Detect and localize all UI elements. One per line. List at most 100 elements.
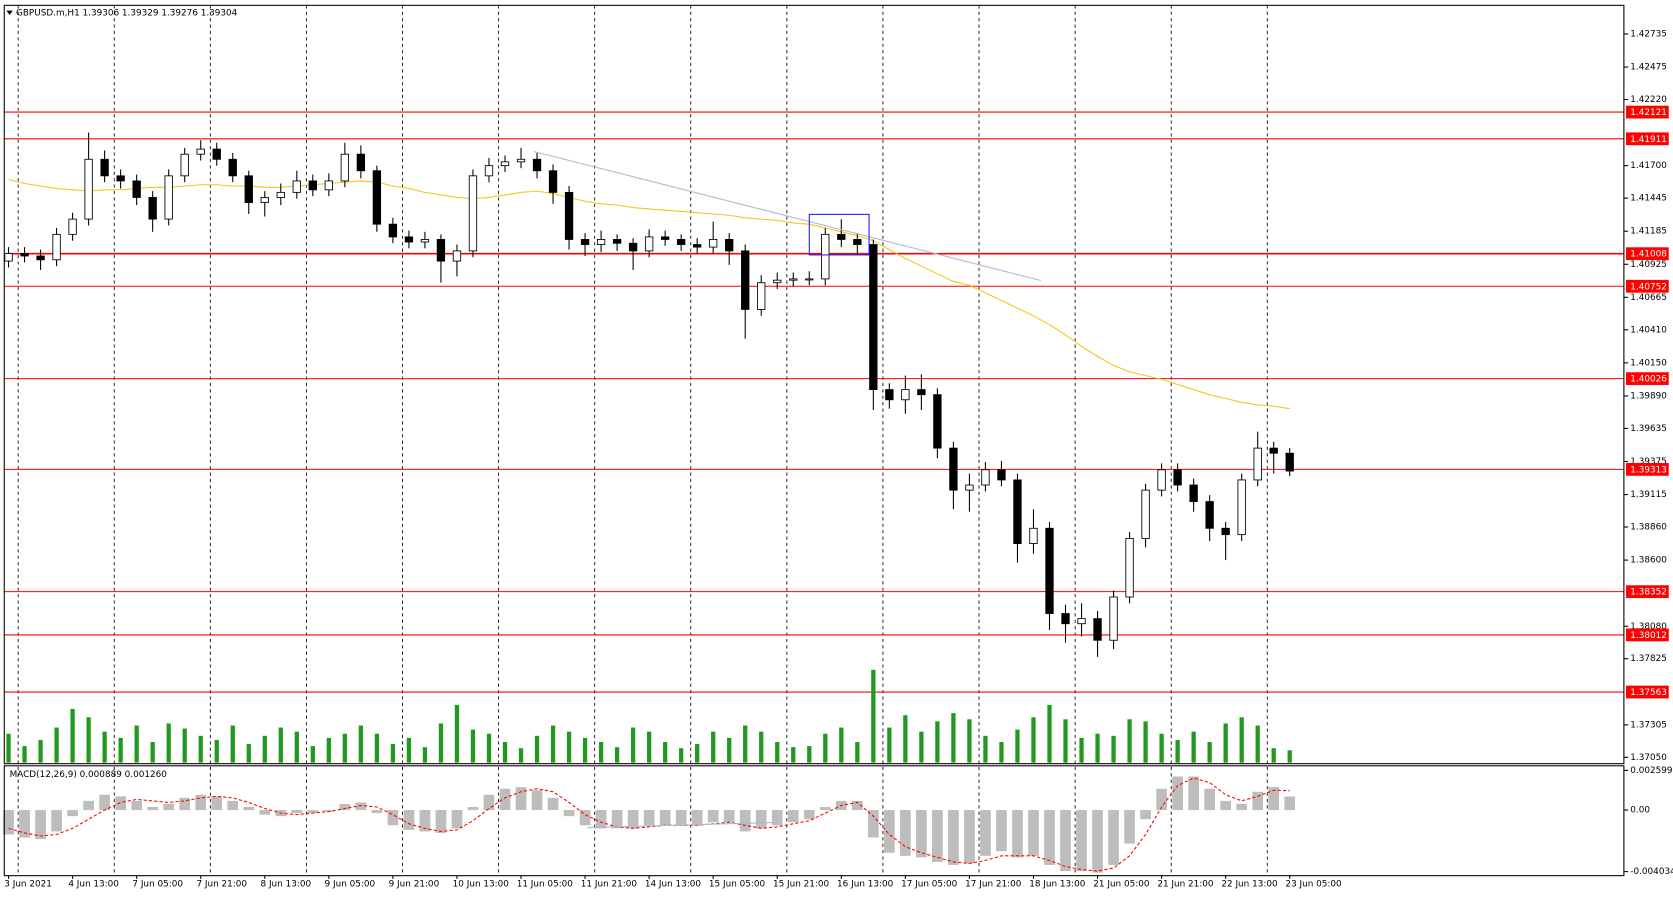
x-tick-label: 3 Jun 2021 bbox=[4, 880, 52, 890]
candle-body bbox=[612, 239, 622, 244]
macd-bar bbox=[307, 810, 319, 814]
volume-bar bbox=[887, 727, 892, 763]
candle-body bbox=[436, 239, 446, 262]
candle-body bbox=[757, 282, 766, 310]
volume-bar bbox=[262, 735, 267, 763]
volume-bar bbox=[999, 741, 1004, 763]
volume-bar bbox=[903, 715, 908, 763]
macd-bar bbox=[403, 810, 415, 830]
macd-bar bbox=[243, 807, 255, 811]
volume-bar bbox=[1191, 731, 1196, 763]
candle-body bbox=[917, 389, 926, 396]
volume-bar bbox=[855, 741, 860, 763]
level-label: 1.37563 bbox=[1630, 688, 1667, 698]
macd-bar bbox=[51, 810, 62, 832]
candle-body bbox=[404, 236, 414, 243]
candle-body bbox=[164, 175, 173, 220]
candle-body bbox=[68, 218, 77, 235]
y-tick-label: 1.38600 bbox=[1630, 556, 1667, 566]
volume-bar bbox=[1287, 750, 1292, 763]
price-frame bbox=[3, 4, 1625, 765]
macd-bar bbox=[819, 807, 831, 811]
y-tick-label: 1.39890 bbox=[1630, 391, 1667, 401]
macd-bar bbox=[659, 810, 671, 826]
chart-title: GBPUSD.m,H1 1.39306 1.39329 1.39276 1.39… bbox=[16, 8, 238, 18]
candle-body bbox=[468, 175, 478, 252]
macd-bar bbox=[964, 810, 975, 864]
candle-body bbox=[260, 197, 269, 203]
y-tick-label: 1.41445 bbox=[1630, 194, 1667, 204]
level-tag bbox=[1626, 585, 1669, 599]
macd-bar bbox=[19, 810, 30, 838]
macd-bar bbox=[1044, 810, 1055, 865]
macd-bar bbox=[579, 810, 591, 826]
candle-body bbox=[20, 253, 29, 257]
macd-bar bbox=[1076, 810, 1087, 872]
macd-bar bbox=[851, 800, 863, 811]
macd-bar bbox=[131, 800, 142, 811]
volume-bar bbox=[935, 721, 940, 763]
macd-y-tick-label: 0.00 bbox=[1630, 806, 1650, 816]
candle-body bbox=[228, 158, 237, 177]
macd-y-tick-label: 0.002599 bbox=[1630, 766, 1672, 776]
macd-title: MACD(12,26,9) 0.000889 0.001260 bbox=[10, 770, 168, 780]
volume-bar bbox=[214, 739, 219, 763]
candle-body bbox=[244, 175, 253, 203]
candle-body bbox=[356, 153, 366, 172]
volume-bar bbox=[326, 737, 331, 763]
menu-arrow[interactable] bbox=[6, 10, 13, 15]
level-label: 1.41911 bbox=[1630, 135, 1667, 145]
volume-bar bbox=[166, 723, 171, 763]
candle-body bbox=[308, 180, 317, 191]
candle-body bbox=[324, 180, 333, 191]
level-tag bbox=[1626, 685, 1669, 699]
macd-bar bbox=[67, 810, 78, 817]
macd-bar bbox=[787, 810, 799, 823]
x-tick-label: 9 Jun 21:00 bbox=[389, 880, 440, 890]
candle-body bbox=[36, 255, 45, 261]
volume-bar bbox=[1095, 733, 1100, 763]
level-tag bbox=[1626, 132, 1669, 146]
macd-bar bbox=[1012, 810, 1023, 858]
candle-body bbox=[965, 484, 974, 491]
volume-bar bbox=[695, 744, 700, 763]
macd-bar bbox=[227, 800, 239, 811]
y-tick-label: 1.42735 bbox=[1630, 29, 1667, 39]
macd-bar bbox=[259, 810, 271, 815]
macd-signal bbox=[8, 777, 1290, 872]
macd-trend-line bbox=[587, 821, 780, 829]
candle-body bbox=[1013, 479, 1022, 544]
macd-bar bbox=[675, 810, 687, 826]
candle-body bbox=[1093, 618, 1102, 641]
x-tick-label: 17 Jun 05:00 bbox=[901, 880, 958, 890]
y-tick-label: 1.37050 bbox=[1630, 753, 1667, 763]
macd-bar bbox=[195, 794, 207, 811]
candle-body bbox=[1141, 489, 1150, 539]
volume-bar bbox=[663, 741, 668, 763]
volume-bar bbox=[1175, 739, 1180, 763]
candle-body bbox=[1109, 596, 1118, 641]
candle-body bbox=[516, 158, 526, 163]
candle-body bbox=[132, 180, 141, 198]
level-tag bbox=[1626, 247, 1669, 261]
volume-bar bbox=[502, 741, 508, 763]
candle-body bbox=[1029, 527, 1038, 544]
macd-bar bbox=[1156, 788, 1167, 811]
x-tick-label: 9 Jun 05:00 bbox=[325, 880, 376, 890]
volume-bar bbox=[807, 746, 812, 763]
volume-bar bbox=[358, 725, 363, 763]
macd-bar bbox=[435, 810, 447, 833]
macd-bar bbox=[163, 803, 175, 811]
macd-bar bbox=[1172, 776, 1183, 811]
volume-bar bbox=[22, 746, 27, 763]
volume-bar bbox=[374, 733, 380, 763]
candle-body bbox=[837, 233, 846, 240]
volume-bar bbox=[406, 737, 412, 763]
candle-body bbox=[1045, 527, 1054, 614]
candle-body bbox=[773, 279, 782, 284]
macd-bar bbox=[723, 810, 735, 823]
y-tick-label: 1.40665 bbox=[1630, 293, 1667, 303]
x-tick-label: 16 Jun 13:00 bbox=[837, 880, 894, 890]
candle-body bbox=[532, 158, 542, 172]
